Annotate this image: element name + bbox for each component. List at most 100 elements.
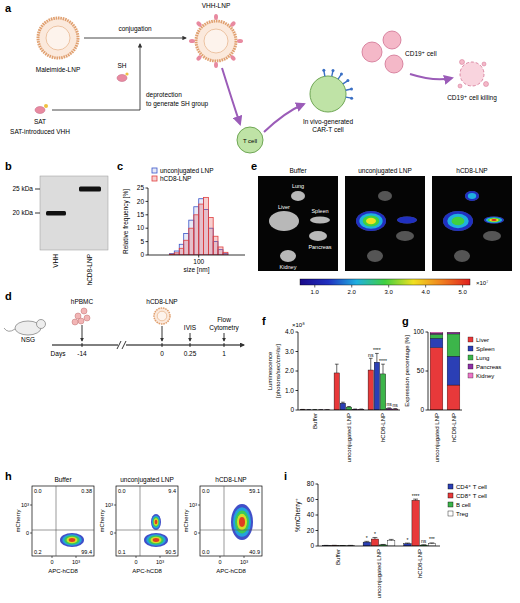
axis-label: mCherry	[15, 509, 21, 532]
stacked-segment	[430, 334, 443, 338]
arrow	[52, 110, 140, 111]
marker-label: 25 kDa	[12, 185, 33, 192]
organ	[454, 250, 470, 262]
y-tick	[146, 201, 149, 202]
density	[231, 504, 253, 540]
x-tick-label: Buffer	[312, 413, 318, 429]
readout-label: Flow	[217, 316, 231, 323]
x-axis	[318, 546, 440, 547]
colorbar-tick	[462, 285, 463, 288]
colorbar	[300, 279, 470, 285]
flow-plot	[200, 486, 262, 556]
x-tick	[220, 556, 221, 558]
error-cap	[429, 542, 434, 543]
x-tick-label: 0	[134, 559, 137, 565]
x-tick-label: 0	[50, 559, 53, 565]
error-cap	[353, 409, 357, 410]
y-tick-label: 60	[307, 496, 315, 503]
vhh	[195, 54, 202, 61]
organ	[483, 231, 501, 241]
legend-label: unconjugated LNP	[160, 167, 214, 175]
vhh	[237, 39, 243, 43]
legend-label: B cell	[456, 502, 471, 508]
axis-break	[122, 341, 126, 349]
organ	[280, 250, 296, 262]
x-tick-label: 10³	[156, 559, 164, 565]
y-tick-label: 100	[413, 328, 424, 335]
error-cap	[381, 364, 385, 365]
diagram-label: SH	[117, 62, 126, 69]
legend-label: Liver	[476, 337, 489, 343]
y-tick	[30, 533, 32, 534]
hist-bar	[189, 220, 194, 255]
diagram-label: SAT-introduced VHH	[10, 128, 70, 135]
vhh	[214, 14, 218, 20]
y-tick	[296, 332, 299, 333]
significance: ****	[379, 358, 387, 364]
y-tick-label: 10³	[189, 502, 197, 508]
y-tick	[296, 371, 299, 372]
diagram-label: CD19⁺ cell killing	[447, 94, 497, 102]
panel-label: h	[5, 470, 12, 482]
day-label: 0	[160, 350, 164, 357]
organ-label: Liver	[278, 204, 290, 210]
axis-label: Days	[51, 350, 67, 358]
cd19-cell	[385, 55, 403, 73]
density	[237, 514, 247, 530]
organ	[484, 217, 504, 224]
signal	[491, 219, 496, 221]
signal	[366, 218, 376, 225]
car-receptor	[350, 97, 353, 100]
quadrant-value: 90.5	[165, 549, 176, 555]
sh-group	[125, 72, 128, 75]
organ	[396, 231, 414, 241]
hist-bar	[194, 207, 199, 255]
arrow	[82, 325, 83, 341]
density	[146, 534, 166, 545]
y-tick-label: 15	[137, 211, 145, 218]
panel-label: a	[5, 2, 12, 14]
diagram-label: T cell	[243, 138, 257, 144]
bar	[346, 407, 351, 410]
x-tick-label: hCD8-LNP	[417, 549, 423, 578]
y-tick-label: 1.0	[285, 387, 294, 394]
panel-label: c	[117, 160, 123, 172]
density	[144, 533, 168, 547]
legend-swatch	[448, 502, 453, 507]
y-tick	[198, 505, 200, 506]
axis-label: %mCherry⁺	[294, 498, 302, 532]
vhh	[229, 20, 236, 27]
diagram-label: hCD8-LNP	[146, 298, 177, 305]
diagram-label: deprotection	[146, 91, 182, 99]
organ	[291, 191, 305, 201]
ivis-image	[345, 176, 425, 271]
hist-bar	[194, 215, 199, 255]
organ	[465, 191, 479, 201]
axis-break	[117, 341, 121, 349]
diagram-label: CD19⁺ cell	[405, 50, 437, 57]
stacked-segment	[447, 332, 460, 333]
quadrant-value: 0.38	[81, 488, 92, 494]
density	[153, 538, 160, 542]
gate	[116, 530, 178, 531]
bar	[374, 362, 379, 410]
cd19-cell	[362, 42, 382, 62]
density	[233, 507, 251, 536]
day-tick	[162, 343, 163, 347]
bar	[388, 541, 395, 546]
bar	[340, 403, 345, 410]
legend-swatch	[152, 168, 157, 173]
ivis-image	[258, 176, 338, 271]
vhh	[229, 54, 236, 61]
density	[148, 536, 163, 545]
y-tick	[146, 188, 149, 189]
band	[79, 187, 101, 192]
density	[154, 518, 159, 525]
organ	[309, 231, 327, 241]
stacked-segment	[430, 333, 443, 334]
error-bar	[336, 364, 337, 373]
bars	[300, 353, 398, 410]
y-tick	[296, 410, 299, 411]
pbmc	[72, 319, 78, 325]
legend-label: Spleen	[476, 346, 495, 352]
